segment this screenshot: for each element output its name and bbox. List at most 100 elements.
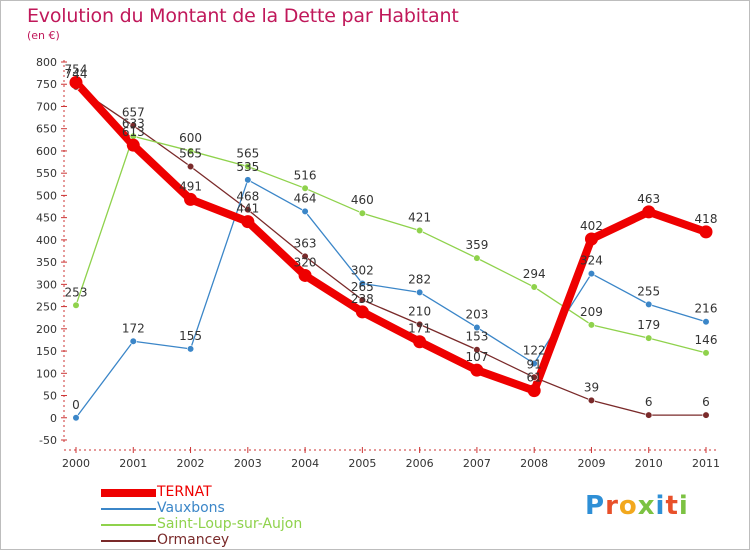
data-label: 265 <box>351 280 374 294</box>
x-tick-label: 2008 <box>520 457 548 470</box>
data-point <box>584 232 598 246</box>
data-point <box>416 288 424 296</box>
data-point <box>530 373 538 381</box>
data-label: 153 <box>465 330 488 344</box>
data-label: 294 <box>523 267 546 281</box>
data-label: 359 <box>465 238 488 252</box>
data-label: 39 <box>584 380 599 394</box>
data-point <box>702 318 710 326</box>
data-point <box>129 121 137 130</box>
y-axis: -50 0 50 100 150 200 250 300 350 400 450 500 550 600 6… <box>36 56 67 447</box>
data-label: 210 <box>408 304 431 318</box>
y-tick-label: 0 <box>50 412 57 425</box>
legend-label: Saint-Loup-sur-Aujon <box>157 516 303 532</box>
data-point <box>587 321 596 329</box>
data-label: 302 <box>351 263 374 277</box>
data-point <box>244 162 252 171</box>
data-point <box>244 206 252 214</box>
data-label: 238 <box>351 292 374 306</box>
proxiti-logo: Proxiti <box>585 491 689 521</box>
data-label: 6 <box>645 395 653 409</box>
data-point <box>473 254 481 262</box>
data-point <box>702 349 710 357</box>
y-tick-label: -50 <box>39 434 57 447</box>
data-point <box>129 337 137 345</box>
legend-item: Vauxbons <box>101 500 361 517</box>
y-tick-label: 450 <box>36 212 57 225</box>
data-label: 0 <box>72 398 80 412</box>
data-point <box>530 359 538 368</box>
data-label: 61 <box>527 371 542 385</box>
data-label: 657 <box>122 106 145 120</box>
data-label: 421 <box>408 211 431 225</box>
data-point <box>358 209 366 217</box>
data-point <box>587 270 596 278</box>
x-tick-label: 2010 <box>635 457 663 470</box>
data-point <box>358 296 366 304</box>
data-label: 464 <box>294 191 317 205</box>
y-tick-label: 250 <box>36 301 57 314</box>
data-point <box>126 138 140 152</box>
series-lines <box>72 78 710 419</box>
data-label: 122 <box>523 344 546 358</box>
data-point <box>470 363 484 377</box>
data-label: 203 <box>465 307 488 321</box>
data-label: 216 <box>695 302 718 316</box>
y-tick-label: 650 <box>36 123 57 136</box>
y-tick-label: 500 <box>36 189 57 202</box>
data-point <box>186 345 195 353</box>
data-label: 441 <box>236 202 259 216</box>
data-point <box>301 207 309 216</box>
legend-item: Saint-Loup-sur-Aujon <box>101 516 361 533</box>
data-label: 179 <box>637 318 660 332</box>
legend-label: Vauxbons <box>157 500 225 516</box>
legend-item: TERNAT <box>101 484 361 501</box>
y-tick-label: 150 <box>36 345 57 358</box>
series-line <box>75 179 707 419</box>
y-tick-label: 700 <box>36 100 57 113</box>
data-point <box>416 226 424 235</box>
data-label: 565 <box>236 147 259 161</box>
data-label: 91 <box>527 357 542 371</box>
data-label: 418 <box>695 212 718 226</box>
series-points <box>69 75 713 422</box>
data-label: 402 <box>580 219 603 233</box>
data-point <box>298 268 312 282</box>
data-labels: 754 613 491 441 320 238 171 107 61 402 463 418 0 172 1… <box>65 62 718 411</box>
y-tick-label: 350 <box>36 256 57 269</box>
data-point <box>244 176 252 184</box>
data-point <box>642 205 656 219</box>
legend-label: TERNAT <box>157 484 212 500</box>
legend-swatch <box>101 540 156 542</box>
x-tick-label: 2009 <box>577 457 605 470</box>
data-point <box>645 334 653 342</box>
y-tick-label: 800 <box>36 56 57 69</box>
y-tick-label: 400 <box>36 234 57 247</box>
data-label: 324 <box>580 254 603 268</box>
data-point <box>527 384 541 398</box>
data-point <box>702 411 710 419</box>
y-tick-label: 600 <box>36 145 57 158</box>
data-label: 107 <box>465 350 488 364</box>
x-axis: 2000 2001 2002 2003 2004 2005 2006 2007 2008 2009… <box>62 447 720 470</box>
data-label: 209 <box>580 305 603 319</box>
chart-subtitle: (en €) <box>27 29 60 42</box>
series-line <box>75 135 707 354</box>
data-point <box>530 283 538 291</box>
data-point <box>358 279 366 288</box>
y-tick-label: 200 <box>36 323 57 336</box>
x-tick-label: 2003 <box>234 457 262 470</box>
data-point <box>301 252 309 260</box>
y-tick-label: 300 <box>36 278 57 291</box>
data-point <box>473 346 481 354</box>
data-label: 516 <box>294 168 317 182</box>
data-label: 253 <box>65 285 88 299</box>
data-label: 255 <box>637 284 660 298</box>
data-point <box>413 335 427 349</box>
data-point <box>355 305 369 319</box>
data-label: 565 <box>179 147 202 161</box>
x-tick-label: 2001 <box>119 457 147 470</box>
data-point <box>587 396 596 405</box>
